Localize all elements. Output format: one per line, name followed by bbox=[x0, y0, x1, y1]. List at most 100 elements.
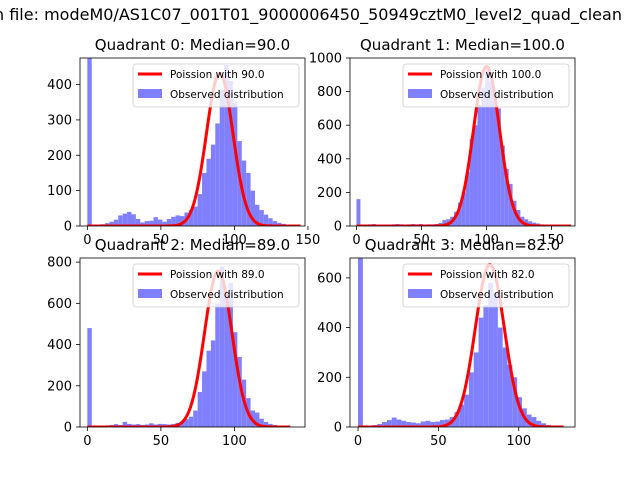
quadrant-3-hist-bar-14 bbox=[425, 420, 431, 427]
quadrant-3-fit-line bbox=[357, 262, 565, 427]
quadrant-1-legend-hist-label: Observed distribution bbox=[440, 89, 554, 101]
quadrant-3-hist-bar-7 bbox=[391, 417, 397, 427]
quadrant-0-hist-bar-7 bbox=[118, 215, 123, 226]
quadrant-1-hist-bar-34 bbox=[489, 81, 494, 226]
quadrant-1-hist-bar-26 bbox=[457, 202, 462, 226]
quadrant-2-ytick-label-0: 0 bbox=[64, 421, 72, 436]
quadrant-0-hist-bar-41 bbox=[268, 218, 273, 226]
quadrant-3-hist-bar-38 bbox=[541, 423, 547, 427]
quadrant-0-hist-bar-38 bbox=[255, 204, 260, 226]
quadrant-3-hist-bar-0 bbox=[358, 258, 363, 427]
quadrant-0-hist-bar-11 bbox=[135, 218, 141, 226]
quadrant-2-hist-bar-9 bbox=[127, 423, 132, 427]
quadrant-0-legend-hist-swatch bbox=[138, 89, 162, 98]
quadrant-1-hist-bar-29 bbox=[469, 138, 474, 226]
quadrant-1-hist-bar-27 bbox=[461, 192, 466, 226]
quadrant-0-hist-bar-30 bbox=[219, 89, 225, 226]
quadrant-3-hist-bar-30 bbox=[502, 347, 508, 427]
quadrant-0-hist-bar-19 bbox=[171, 216, 176, 226]
quadrant-0-hist-bar-40 bbox=[263, 214, 269, 226]
quadrant-1-ytick-label-4: 800 bbox=[317, 85, 342, 100]
quadrant-3-hist-bar-32 bbox=[512, 377, 518, 427]
quadrant-1-ytick-label-1: 200 bbox=[317, 186, 342, 201]
quadrant-3-hist-bar-37 bbox=[536, 420, 542, 427]
quadrant-2-hist-bar-38 bbox=[255, 412, 260, 427]
quadrant-0-hist-bar-37 bbox=[250, 190, 255, 226]
quadrant-1-xtick-label-2: 100 bbox=[474, 233, 499, 248]
quadrant-0-hist-bar-25 bbox=[197, 194, 203, 226]
quadrant-2-hist-bar-26 bbox=[202, 371, 207, 427]
quadrant-2-hist-bar-31 bbox=[224, 295, 229, 427]
quadrant-0-hist-bar-8 bbox=[122, 213, 128, 226]
quadrant-2-hist-bar-29 bbox=[215, 303, 220, 427]
quadrant-1-hist-bar-38 bbox=[504, 168, 509, 226]
quadrant-3-hist-bar-25 bbox=[478, 317, 484, 427]
quadrant-1-ytick-label-2: 400 bbox=[317, 152, 342, 167]
quadrant-0-hist-bar-6 bbox=[113, 219, 119, 226]
quadrant-2-fit-line bbox=[86, 269, 291, 427]
quadrant-1-ytick-label-0: 0 bbox=[334, 220, 342, 235]
quadrant-0-fit-line bbox=[86, 71, 302, 226]
quadrant-3-legend: Poission with 82.0 Observed distribution bbox=[402, 263, 570, 308]
figure-suptitle: n file: modeM0/AS1C07_001T01_9000006450_… bbox=[0, 5, 640, 25]
quadrant-0-xtick-label-2: 100 bbox=[222, 233, 247, 248]
quadrant-3-ytick-label-0: 0 bbox=[334, 421, 342, 436]
figure-suptitle-text: n file: modeM0/AS1C07_001T01_9000006450_… bbox=[0, 5, 622, 24]
quadrant-1-ytick-label-5: 1000 bbox=[309, 52, 342, 67]
quadrant-0-hist-bar-17 bbox=[162, 221, 167, 226]
quadrant-0-ytick-label-4: 400 bbox=[47, 78, 72, 93]
quadrant-0-xtick-label-1: 50 bbox=[153, 233, 170, 248]
quadrant-1-hist-bar-0 bbox=[356, 199, 361, 226]
quadrant-3-legend-hist-label: Observed distribution bbox=[440, 289, 554, 301]
quadrant-0-hist-bar-9 bbox=[127, 211, 132, 226]
quadrant-2-hist-bar-28 bbox=[210, 340, 216, 427]
quadrant-3-hist-bar-33 bbox=[517, 397, 522, 427]
quadrant-2-legend-fit-label: Poission with 89.0 bbox=[170, 269, 265, 281]
quadrant-3-ytick-label-3: 600 bbox=[317, 271, 342, 286]
quadrant-1-hist-bar-39 bbox=[508, 184, 513, 226]
quadrant-3-ytick-label-1: 200 bbox=[317, 371, 342, 386]
quadrant-0-hist-bar-18 bbox=[166, 218, 172, 226]
quadrant-0-xtick-label-0: 0 bbox=[83, 233, 91, 248]
quadrant-3-xtick-label-0: 0 bbox=[354, 434, 362, 449]
quadrant-3-hist-bar-27 bbox=[488, 282, 494, 427]
quadrant-1-spines bbox=[349, 57, 576, 227]
quadrant-3-hist-bar-21 bbox=[459, 404, 465, 427]
quadrant-0-legend-frame bbox=[132, 63, 300, 108]
quadrant-2-hist-bar-40 bbox=[263, 421, 269, 427]
quadrant-0-hist-bar-27 bbox=[206, 158, 211, 226]
quadrant-1-hist-bar-33 bbox=[485, 66, 490, 226]
quadrant-3-plot-area bbox=[357, 258, 565, 427]
quadrant-3-legend-hist-swatch bbox=[408, 289, 432, 298]
quadrant-1-plot-area bbox=[356, 64, 572, 226]
quadrant-3-hist-bar-28 bbox=[493, 292, 498, 427]
quadrant-1-hist-bar-36 bbox=[496, 108, 501, 226]
quadrant-0-title: Quadrant 0: Median=90.0 bbox=[95, 36, 290, 54]
quadrant-3-hist-bar-22 bbox=[464, 394, 469, 427]
quadrant-2-legend: Poission with 89.0 Observed distribution bbox=[132, 263, 300, 308]
quadrant-3-hist-bar-31 bbox=[507, 364, 513, 427]
quadrant-0-hist-bar-33 bbox=[232, 102, 238, 226]
quadrant-0-hist-bar-43 bbox=[277, 222, 282, 226]
quadrant-0-hist-bar-28 bbox=[210, 144, 216, 226]
quadrant-0-hist-bar-15 bbox=[153, 217, 158, 226]
quadrant-1-legend: Poission with 100.0 Observed distribution bbox=[402, 63, 570, 108]
quadrant-2-axes: 0 50 100 0 200 400 600 800 Quadrant 2: Median=89… bbox=[47, 236, 306, 449]
quadrant-0-hist-bar-13 bbox=[144, 221, 150, 226]
quadrant-3-hist-bar-12 bbox=[415, 423, 421, 427]
quadrant-2-hist-bar-34 bbox=[237, 356, 242, 427]
quadrant-3-axes: 0 50 100 0 200 400 600 Quadrant 3: Median=82.0 P… bbox=[317, 236, 576, 449]
quadrant-2-plot-area bbox=[86, 266, 291, 427]
quadrant-3-hist-bar-23 bbox=[468, 372, 474, 427]
quadrant-0-hist-bar-26 bbox=[202, 172, 207, 226]
quadrant-3-hist-bar-6 bbox=[386, 420, 392, 427]
quadrant-3-spines bbox=[349, 257, 576, 428]
quadrant-0-hist-bar-0 bbox=[87, 58, 92, 226]
quadrant-2-ytick-label-3: 600 bbox=[47, 297, 72, 312]
quadrant-1-hist-bar-37 bbox=[500, 145, 505, 226]
quadrant-0-ytick-label-2: 200 bbox=[47, 149, 72, 164]
quadrant-2-legend-hist-label: Observed distribution bbox=[170, 289, 284, 301]
quadrant-3-title: Quadrant 3: Median=82.0 bbox=[365, 236, 560, 254]
quadrant-0-hist-bar-21 bbox=[180, 216, 185, 226]
